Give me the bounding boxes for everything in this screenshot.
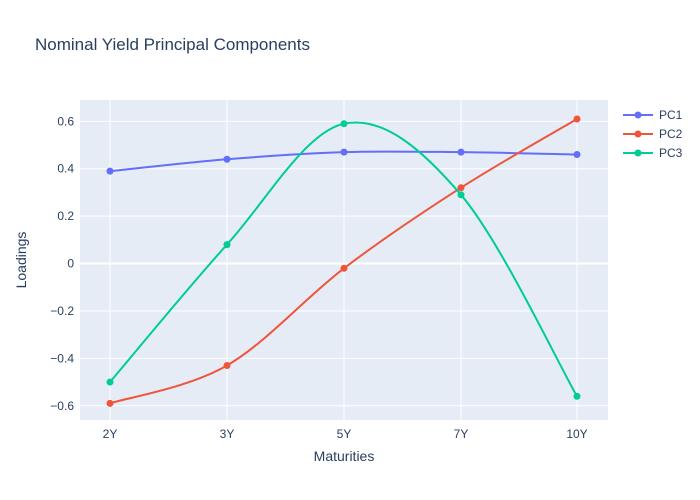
y-tick-label: −0.4 [50,351,74,365]
legend-label: PC3 [659,146,683,160]
grid [80,100,608,420]
x-axis-title: Maturities [314,448,375,464]
data-point-pc1[interactable] [573,151,581,159]
legend-item-pc2[interactable]: PC2 [623,127,683,141]
x-tick-label: 10Y [566,427,587,441]
legend-item-pc3[interactable]: PC3 [623,146,683,160]
data-point-pc1[interactable] [457,148,465,156]
data-point-pc2[interactable] [573,115,581,123]
legend-swatch-marker [634,149,642,157]
data-point-pc3[interactable] [457,191,465,199]
y-tick-label: 0.2 [57,209,74,223]
legend-swatch-marker [634,130,642,138]
x-tick-labels: 2Y 3Y 5Y 7Y 10Y [103,427,588,441]
data-point-pc1[interactable] [106,167,114,175]
x-tick-label: 2Y [103,427,118,441]
legend-label: PC2 [659,127,683,141]
data-point-pc1[interactable] [223,155,231,163]
x-tick-label: 3Y [220,427,235,441]
chart-title: Nominal Yield Principal Components [35,35,310,54]
y-tick-label: −0.2 [50,304,74,318]
y-tick-label: 0 [67,257,74,271]
y-axis-title: Loadings [13,232,29,289]
data-point-pc3[interactable] [340,120,348,128]
data-point-pc3[interactable] [573,392,581,400]
data-point-pc2[interactable] [457,184,465,192]
y-tick-label: 0.6 [57,114,74,128]
legend-label: PC1 [659,108,683,122]
legend-swatch-marker [634,111,642,119]
y-tick-label: 0.4 [57,162,74,176]
data-point-pc3[interactable] [223,241,231,249]
legend[interactable]: PC1 PC2 PC3 [623,108,683,160]
legend-item-pc1[interactable]: PC1 [623,108,683,122]
y-tick-labels: −0.6 −0.4 −0.2 0 0.2 0.4 0.6 [50,114,74,412]
series-points [106,115,581,407]
data-point-pc2[interactable] [106,399,114,407]
y-tick-label: −0.6 [50,399,74,413]
x-tick-label: 5Y [337,427,352,441]
data-point-pc1[interactable] [340,148,348,156]
data-point-pc2[interactable] [223,361,231,369]
data-point-pc2[interactable] [340,264,348,272]
data-point-pc3[interactable] [106,378,114,386]
x-tick-label: 7Y [454,427,469,441]
